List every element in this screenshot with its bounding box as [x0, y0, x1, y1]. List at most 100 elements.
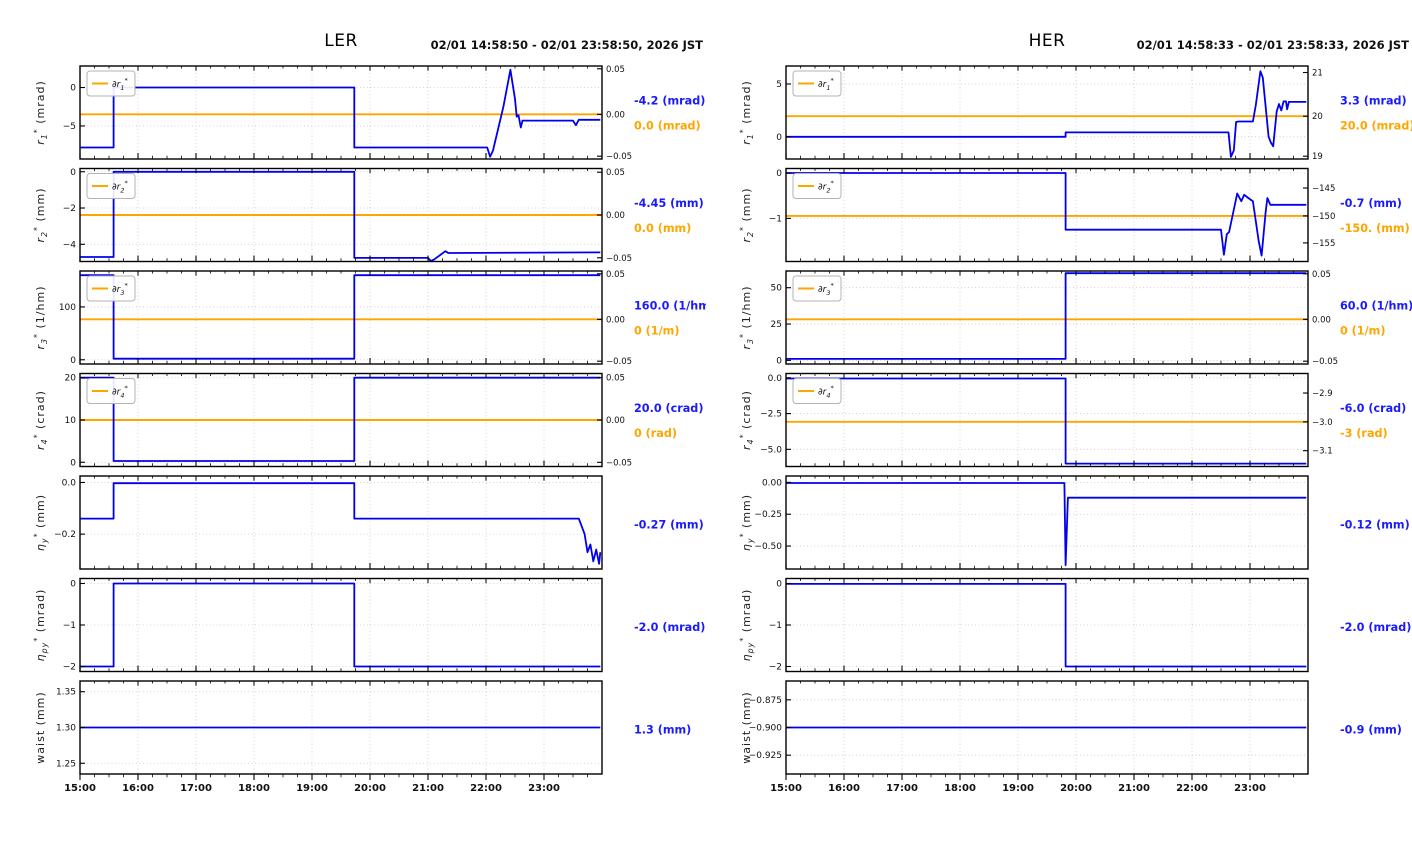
y-axis-label: r2* (mm) [739, 187, 756, 242]
right-tick-label: 0.00 [606, 211, 625, 221]
data-series-line [786, 377, 1307, 465]
legend-label: ∂r4* [818, 384, 834, 400]
right-tick-label: 0.00 [606, 315, 625, 325]
legend-label: ∂r3* [112, 282, 128, 298]
data-series-line [786, 583, 1307, 668]
plot-frame [79, 270, 603, 365]
current-value-label: 0 (1/m) [1340, 325, 1385, 338]
panel-title-her: HER [1028, 31, 1066, 51]
y-tick-label: 0 [70, 458, 76, 468]
y-tick-label: 25 [771, 320, 782, 330]
y-tick-label: 5 [776, 80, 782, 90]
y-tick-label: 50 [771, 284, 783, 294]
subplot-ler-0: 0 −5 0.05 0.00 −0.05 r1* (mrad) ∂r1* -4.2 (mrad… [33, 65, 706, 162]
current-value-label: 0.0 (mrad) [634, 120, 701, 133]
y-tick-label: −5.0 [760, 445, 782, 455]
y-axis-label: r2* (mm) [33, 187, 50, 242]
y-tick-label: 0.00 [762, 478, 782, 488]
right-tick-label: −3.0 [1312, 418, 1333, 428]
data-series-line [786, 70, 1307, 158]
y-axis-label: ηpy* (mrad) [33, 589, 50, 662]
plot-frame [785, 475, 1309, 570]
current-value-label: -4.45 (mm) [634, 197, 704, 210]
current-value-label: 20.0 (crad) [634, 402, 703, 415]
right-tick-label: −0.05 [606, 152, 632, 162]
x-tick-label: 17:00 [180, 783, 212, 794]
y-axis-label: r4* (crad) [739, 390, 756, 450]
right-tick-label: −0.05 [606, 458, 632, 468]
current-value-label: -2.0 (mrad) [634, 621, 705, 634]
subplot-her-2: 50 25 0 0.05 0.00 −0.05 r3* (1/hm) ∂r3* 60.0 (1/… [739, 270, 1412, 367]
x-tick-label: 16:00 [828, 783, 860, 794]
data-series-line [80, 68, 601, 158]
x-tick-label: 22:00 [470, 783, 502, 794]
current-value-label: -0.9 (mm) [1340, 723, 1402, 736]
y-tick-label: −5 [63, 122, 76, 132]
y-axis-label: r4* (crad) [33, 390, 50, 450]
y-axis-label: waist (mm) [740, 691, 753, 763]
x-tick-label: 20:00 [354, 783, 386, 794]
legend-box [792, 70, 842, 97]
plot-frame [79, 65, 603, 160]
y-tick-label: −0.925 [749, 751, 782, 761]
y-axis-label: r3* (1/hm) [739, 286, 756, 350]
subplot-ler-5: 0 −1 −2 ηpy* (mrad) -2.0 (mrad) [33, 577, 705, 673]
current-value-label: -3 (rad) [1340, 427, 1388, 440]
right-tick-label: −150 [1312, 212, 1335, 222]
x-tick-label: 19:00 [1002, 783, 1034, 794]
current-value-label: 3.3 (mrad) [1340, 94, 1407, 107]
legend-label: ∂r2* [818, 179, 834, 195]
data-series-line [786, 482, 1307, 567]
right-tick-label: 20 [1312, 112, 1323, 122]
y-tick-label: 1.25 [56, 759, 76, 769]
x-tick-label: 22:00 [1176, 783, 1208, 794]
subplot-her-1: 0 −1 −145 −150 −155 r2* (mm) ∂r2* -0.7 (mm) -150… [739, 167, 1410, 263]
right-tick-label: 19 [1312, 152, 1323, 162]
current-value-label: 1.3 (mm) [634, 723, 691, 736]
current-value-label: -4.2 (mrad) [634, 94, 705, 107]
current-value-label: 60.0 (1/hm) [1340, 299, 1412, 312]
x-tick-label: 19:00 [296, 783, 328, 794]
y-tick-label: 100 [59, 303, 76, 313]
y-axis-label: ηpy* (mrad) [739, 589, 756, 662]
x-tick-label: 18:00 [238, 783, 270, 794]
right-tick-label: 0.05 [1312, 270, 1331, 280]
right-tick-label: 0.05 [606, 374, 625, 384]
y-tick-label: −1 [769, 214, 782, 224]
current-value-label: -0.27 (mm) [634, 518, 704, 531]
legend-label: ∂r4* [112, 384, 128, 400]
right-tick-label: 0.00 [1312, 315, 1331, 325]
legend-box [792, 275, 842, 302]
y-tick-label: 1.35 [56, 688, 76, 698]
y-tick-label: 0.0 [62, 478, 77, 488]
right-tick-label: 0.05 [606, 65, 625, 75]
y-tick-label: 20 [65, 374, 77, 384]
y-tick-label: 0 [70, 84, 76, 94]
right-tick-label: −0.05 [606, 357, 632, 367]
right-tick-label: 21 [1312, 69, 1323, 79]
current-value-label: -0.12 (mm) [1340, 518, 1410, 531]
y-axis-label: ηy* (mm) [33, 494, 50, 551]
legend-label: ∂r1* [818, 77, 834, 93]
y-axis-label: r1* (mrad) [33, 80, 50, 145]
y-tick-label: 0 [70, 168, 76, 178]
legend-box [792, 173, 842, 199]
y-tick-label: −4 [63, 240, 77, 250]
legend-label: ∂r3* [818, 282, 834, 298]
legend-box [792, 378, 842, 404]
y-axis-label: ηy* (mm) [739, 494, 756, 551]
legend-label: ∂r2* [112, 179, 128, 195]
legend-label: ∂r1* [112, 77, 128, 93]
y-tick-label: −2.5 [760, 410, 782, 420]
y-tick-label: 10 [65, 416, 77, 426]
y-tick-label: 0 [776, 579, 782, 589]
subplot-ler-3: 20 10 0 0.05 0.00 −0.05 r4* (crad) ∂r4* 20.0 (cr… [33, 372, 703, 468]
y-axis-label: r1* (mrad) [739, 80, 756, 145]
y-tick-label: −0.875 [749, 696, 782, 706]
panel-her: HER 02/01 14:58:33 - 02/01 23:58:33, 202… [706, 0, 1412, 864]
right-tick-label: −155 [1312, 239, 1335, 249]
current-value-label: 20.0 (mrad) [1340, 120, 1412, 133]
x-tick-label: 18:00 [944, 783, 976, 794]
